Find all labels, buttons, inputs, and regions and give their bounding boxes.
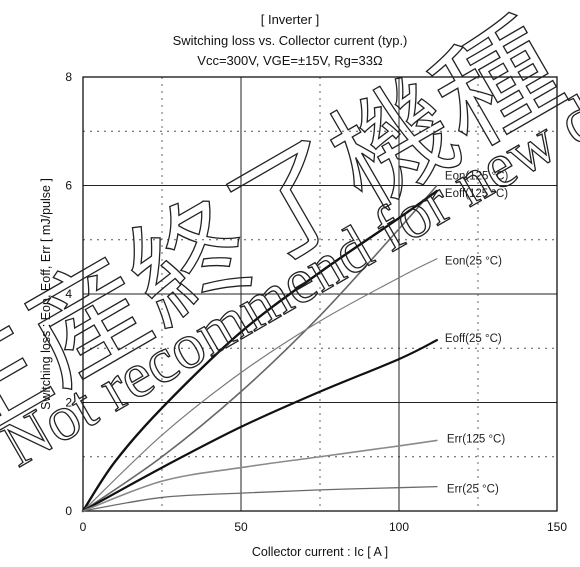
data-series [81,184,439,513]
x-axis-label: Collector current : Ic [ A ] [252,545,388,559]
curve-annotation: Eoff(125 °C) [445,188,508,200]
curve-annotations: Eon(125 °C) Eoff(125 °C) Eon(25 °C) Eoff(25… [445,171,509,496]
curve-annotation: Eon(25 °C) [445,256,502,268]
x-tick-label: 50 [234,520,248,534]
curve-annotation: Err(125 °C) [447,433,505,445]
x-tick-label: 150 [547,520,567,534]
plot-grid [83,77,557,511]
series-line-eon-125-c [82,184,438,512]
watermark: 生産終了機種 Not recommend for new design. [0,0,580,481]
chart-title-line-1: [ Inverter ] [261,12,320,27]
series-line-err-25-c [82,485,438,512]
series-line-eon-25-c [82,258,438,512]
series-line-eoff-25-c [81,339,439,513]
chart-title-line-2: Switching loss vs. Collector current (ty… [173,33,408,48]
y-tick-label: 6 [65,179,72,193]
curve-annotation: Eoff(25 °C) [445,333,502,345]
y-tick-label: 2 [65,396,72,410]
x-tick-label: 0 [80,520,87,534]
x-tick-label: 100 [389,520,409,534]
curve-annotation: Err(25 °C) [447,484,499,496]
y-tick-labels: 0 2 4 6 8 [65,70,72,518]
y-tick-label: 0 [65,504,72,518]
x-tick-labels: 0 50 100 150 [80,520,568,534]
chart-title-block: [ Inverter ] Switching loss vs. Collecto… [173,12,408,68]
y-tick-label: 4 [65,287,72,301]
chart-title-line-3: Vcc=300V, VGE=±15V, Rg=33Ω [197,53,383,68]
series-line-err-125-c [82,439,438,512]
plot-frame [82,76,558,512]
curve-annotation: Eon(125 °C) [445,171,509,183]
y-axis-label: Switching loss : Eon, Eoff, Err [ mJ/pul… [39,178,53,410]
y-tick-label: 8 [65,70,72,84]
series-line-eoff-125-c [81,189,439,513]
